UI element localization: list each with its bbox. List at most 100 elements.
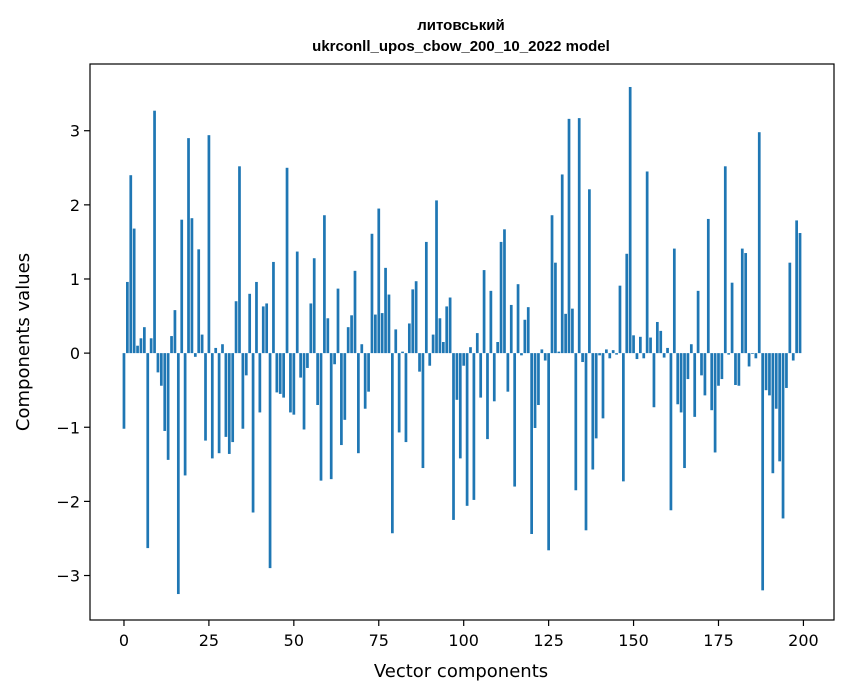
x-tick-label-175: 175 [703, 631, 734, 650]
bar-117 [520, 353, 523, 356]
bar-95 [445, 306, 449, 354]
bar-114 [509, 304, 513, 354]
bar-24 [204, 353, 207, 441]
bar-180 [734, 353, 737, 385]
bar-123 [540, 349, 544, 354]
bar-64 [340, 353, 343, 446]
bar-82 [401, 351, 404, 354]
bar-90 [428, 353, 432, 366]
y-tick-label-3: 3 [70, 122, 80, 141]
bar-86 [414, 281, 418, 354]
bar-121 [533, 353, 537, 428]
bar-66 [346, 327, 350, 354]
bar-100 [462, 353, 466, 366]
bar-167 [689, 344, 693, 354]
bar-189 [764, 353, 768, 391]
bar-199 [798, 233, 802, 354]
y-axis-ticks: −3 −2 −1 0 1 2 3 [56, 122, 90, 586]
bar-58 [319, 353, 323, 481]
bar-115 [513, 353, 517, 487]
y-tick-label--1: −1 [56, 418, 80, 437]
bar-122 [537, 353, 540, 406]
bar-183 [744, 253, 748, 354]
y-tick-label--3: −3 [56, 567, 80, 586]
x-tick-label-150: 150 [618, 631, 649, 650]
bar-109 [492, 353, 496, 402]
bar-152 [639, 336, 642, 354]
bar-34 [238, 166, 241, 354]
bar-67 [350, 315, 353, 354]
bar-75 [377, 208, 381, 354]
bar-16 [176, 353, 180, 595]
bar-128 [557, 351, 561, 354]
bar-28 [217, 353, 221, 454]
bar-127 [554, 262, 557, 354]
bar-165 [683, 353, 686, 469]
bar-96 [448, 297, 452, 354]
bar-137 [588, 189, 591, 354]
bar-112 [503, 229, 506, 354]
bar-120 [530, 353, 533, 535]
bar-1 [126, 281, 129, 354]
bar-144 [611, 350, 615, 354]
bar-81 [397, 353, 401, 433]
bar-190 [768, 353, 771, 396]
bar-198 [795, 220, 798, 354]
bar-57 [316, 353, 319, 406]
bar-78 [387, 294, 391, 354]
bar-41 [261, 306, 265, 354]
bar-18 [183, 353, 187, 476]
chart-title-line2: ukrconll_upos_cbow_200_10_2022 model [312, 38, 610, 55]
bar-131 [567, 118, 571, 354]
bar-88 [421, 353, 425, 469]
bar-130 [564, 313, 567, 354]
bar-186 [754, 353, 758, 359]
bar-166 [686, 353, 690, 380]
bar-53 [302, 353, 306, 430]
bar-52 [299, 353, 302, 378]
bar-37 [248, 293, 252, 354]
bar-14 [170, 336, 173, 354]
bar-173 [710, 353, 714, 411]
bar-32 [231, 353, 235, 443]
bar-197 [791, 353, 795, 361]
bar-76 [380, 313, 384, 354]
x-tick-label-100: 100 [448, 631, 479, 650]
bar-169 [696, 290, 700, 354]
bar-159 [662, 353, 666, 358]
bar-26 [210, 353, 214, 459]
bar-35 [241, 353, 245, 429]
bar-174 [713, 353, 717, 453]
bar-51 [295, 251, 299, 354]
bar-160 [666, 347, 669, 354]
bar-158 [659, 330, 663, 354]
bar-116 [516, 284, 520, 354]
bar-91 [431, 334, 435, 354]
y-tick-label-1: 1 [70, 270, 80, 289]
bar-176 [720, 353, 724, 380]
chart-title-line1: литовський [417, 17, 504, 34]
x-tick-label-200: 200 [788, 631, 819, 650]
bar-92 [435, 200, 438, 354]
bar-170 [700, 353, 703, 376]
bar-193 [778, 353, 781, 462]
bar-148 [625, 253, 629, 354]
bar-5 [139, 338, 143, 354]
bar-124 [543, 353, 547, 361]
bar-141 [601, 353, 605, 419]
bar-29 [221, 344, 224, 354]
bar-113 [506, 353, 510, 392]
bar-25 [207, 135, 211, 354]
bar-94 [441, 342, 445, 354]
bar-105 [479, 353, 483, 398]
bar-135 [581, 353, 584, 363]
bar-15 [173, 310, 177, 354]
bar-48 [285, 167, 289, 354]
bar-175 [717, 353, 720, 386]
bar-136 [584, 353, 588, 531]
bar-56 [312, 258, 316, 354]
bar-101 [465, 353, 469, 506]
bar-9 [153, 110, 156, 354]
bar-11 [159, 353, 163, 386]
